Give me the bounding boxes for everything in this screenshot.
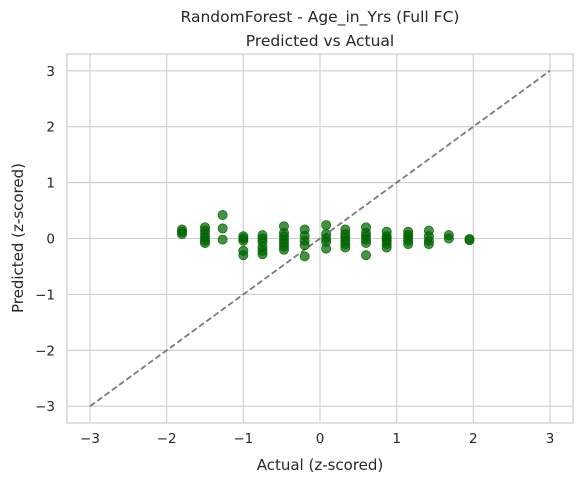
data-point bbox=[299, 251, 310, 262]
y-tick-label: −3 bbox=[35, 399, 55, 415]
x-tick-label: −1 bbox=[233, 431, 253, 447]
x-tick-label: 3 bbox=[546, 431, 555, 447]
chart-title: RandomForest - Age_in_Yrs (Full FC) bbox=[181, 8, 460, 27]
y-tick-label: 1 bbox=[46, 176, 55, 192]
data-point bbox=[238, 250, 249, 261]
data-point bbox=[299, 240, 310, 251]
y-tick-labels: −3 −2 −1 0 1 2 3 bbox=[35, 64, 55, 415]
data-point bbox=[360, 237, 371, 248]
y-tick-label: 3 bbox=[46, 64, 55, 80]
data-point bbox=[217, 210, 228, 221]
x-tick-label: 2 bbox=[469, 431, 478, 447]
y-tick-label: −2 bbox=[35, 343, 55, 359]
y-tick-label: −1 bbox=[35, 287, 55, 303]
data-point bbox=[257, 249, 268, 260]
data-point bbox=[217, 234, 228, 245]
data-point bbox=[199, 237, 210, 248]
x-tick-label: 0 bbox=[316, 431, 325, 447]
x-tick-label: −2 bbox=[157, 431, 177, 447]
data-point bbox=[176, 229, 187, 240]
x-tick-label: −3 bbox=[80, 431, 100, 447]
data-point bbox=[464, 235, 475, 246]
y-axis-label: Predicted (z-scored) bbox=[9, 163, 27, 313]
data-point bbox=[238, 235, 249, 246]
identity-line-layer bbox=[89, 70, 551, 407]
data-point bbox=[381, 242, 392, 253]
data-point bbox=[403, 239, 414, 250]
data-point bbox=[423, 239, 434, 250]
plot-frame bbox=[66, 53, 574, 424]
x-axis-label: Actual (z-scored) bbox=[257, 456, 384, 474]
data-point bbox=[443, 233, 454, 244]
scatter-points bbox=[176, 210, 475, 262]
y-tick-label: 0 bbox=[46, 232, 55, 248]
data-point bbox=[340, 242, 351, 253]
data-point bbox=[321, 243, 332, 254]
x-tick-labels: −3 −2 −1 0 1 2 3 bbox=[80, 431, 554, 447]
data-point bbox=[360, 250, 371, 261]
identity-line bbox=[89, 70, 551, 407]
data-point bbox=[278, 244, 289, 255]
data-point bbox=[321, 220, 332, 231]
x-tick-label: 1 bbox=[392, 431, 401, 447]
y-tick-label: 2 bbox=[46, 120, 55, 136]
data-point bbox=[217, 223, 228, 234]
chart-subtitle: Predicted vs Actual bbox=[246, 32, 394, 50]
